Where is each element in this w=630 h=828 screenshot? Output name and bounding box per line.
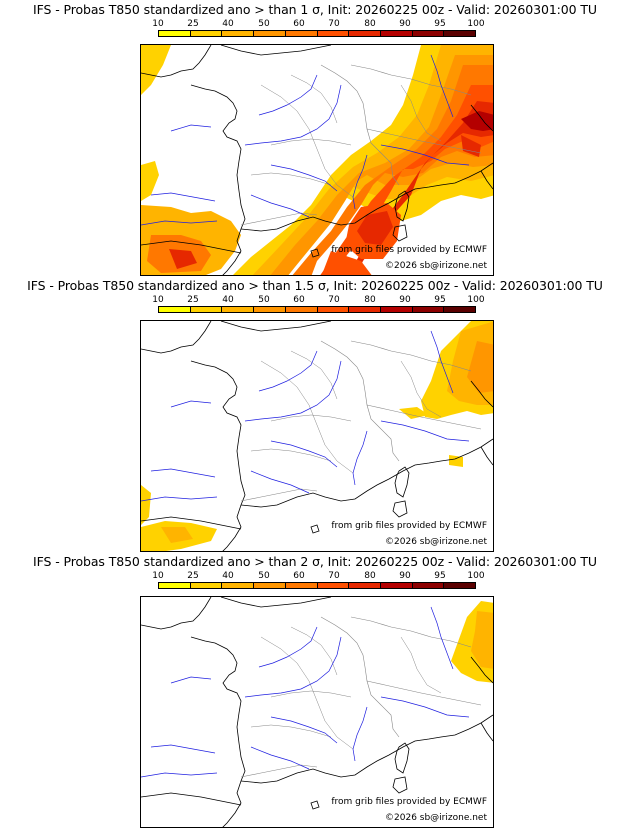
- scale-swatch: [349, 583, 381, 588]
- scale-label: 10: [152, 571, 164, 581]
- scale-label: 95: [434, 19, 446, 29]
- credit-source: from grib files provided by ECMWF: [331, 245, 487, 255]
- scale-label: 50: [258, 19, 270, 29]
- scale-label: 90: [399, 295, 411, 305]
- panel-1-5sigma: IFS - Probas T850 standardized ano > tha…: [0, 276, 630, 552]
- scale-swatch: [444, 31, 476, 36]
- scale-swatch: [444, 583, 476, 588]
- scale-label: 90: [399, 19, 411, 29]
- scale-swatch: [285, 307, 318, 312]
- scale-swatch: [190, 583, 223, 588]
- scale-swatch: [254, 31, 286, 36]
- scale-swatch: [285, 31, 318, 36]
- credit-source: from grib files provided by ECMWF: [331, 521, 487, 531]
- scale-swatch: [317, 31, 350, 36]
- scale-swatch: [190, 31, 223, 36]
- probability-color-scale: 10 25 40 50 60 70 80 90 95 100: [152, 571, 485, 589]
- scale-label: 80: [364, 19, 376, 29]
- scale-swatch: [159, 307, 191, 312]
- scale-label: 25: [187, 19, 199, 29]
- scale-label: 100: [467, 571, 485, 581]
- panel-title: IFS - Probas T850 standardized ano > tha…: [33, 2, 597, 17]
- credit-copyright: ©2026 sb@irizone.net: [385, 537, 487, 547]
- scale-label: 95: [434, 571, 446, 581]
- scale-label: 40: [222, 19, 234, 29]
- scale-swatch: [222, 307, 255, 312]
- scale-label: 10: [152, 295, 164, 305]
- scale-label: 90: [399, 571, 411, 581]
- scale-label: 100: [467, 295, 485, 305]
- scale-swatch: [159, 31, 191, 36]
- scale-label: 25: [187, 571, 199, 581]
- probability-color-scale: 10 25 40 50 60 70 80 90 95 100: [152, 19, 485, 37]
- scale-label: 100: [467, 19, 485, 29]
- scale-swatch: [412, 31, 445, 36]
- scale-swatch: [254, 307, 286, 312]
- scale-bar: [158, 582, 476, 589]
- scale-swatch: [349, 31, 381, 36]
- probability-map: from grib files provided by ECMWF ©2026 …: [140, 320, 494, 552]
- credit-source: from grib files provided by ECMWF: [331, 797, 487, 807]
- scale-label: 70: [328, 571, 340, 581]
- scale-label: 40: [222, 571, 234, 581]
- panel-2sigma: IFS - Probas T850 standardized ano > tha…: [0, 552, 630, 828]
- scale-swatch: [285, 583, 318, 588]
- probability-map: from grib files provided by ECMWF ©2026 …: [140, 44, 494, 276]
- scale-label: 50: [258, 571, 270, 581]
- scale-swatch: [380, 583, 413, 588]
- scale-swatch: [412, 307, 445, 312]
- scale-bar: [158, 306, 476, 313]
- scale-swatch: [412, 583, 445, 588]
- panel-title: IFS - Probas T850 standardized ano > tha…: [27, 278, 603, 293]
- scale-label: 10: [152, 19, 164, 29]
- probability-map: from grib files provided by ECMWF ©2026 …: [140, 596, 494, 828]
- scale-bar: [158, 30, 476, 37]
- scale-swatch: [222, 31, 255, 36]
- scale-swatch: [317, 307, 350, 312]
- scale-label: 95: [434, 295, 446, 305]
- scale-swatch: [444, 307, 476, 312]
- scale-label: 50: [258, 295, 270, 305]
- scale-swatch: [190, 307, 223, 312]
- scale-swatch: [349, 307, 381, 312]
- scale-swatch: [380, 307, 413, 312]
- scale-label: 70: [328, 19, 340, 29]
- scale-label: 80: [364, 571, 376, 581]
- scale-swatch: [317, 583, 350, 588]
- scale-swatch: [380, 31, 413, 36]
- scale-swatch: [254, 583, 286, 588]
- probability-color-scale: 10 25 40 50 60 70 80 90 95 100: [152, 295, 485, 313]
- scale-label: 60: [293, 571, 305, 581]
- scale-swatch: [222, 583, 255, 588]
- credit-copyright: ©2026 sb@irizone.net: [385, 813, 487, 823]
- scale-label: 60: [293, 295, 305, 305]
- panel-1sigma: IFS - Probas T850 standardized ano > tha…: [0, 0, 630, 276]
- scale-label: 25: [187, 295, 199, 305]
- credit-copyright: ©2026 sb@irizone.net: [385, 261, 487, 271]
- scale-label: 40: [222, 295, 234, 305]
- scale-label: 80: [364, 295, 376, 305]
- scale-swatch: [159, 583, 191, 588]
- scale-label: 60: [293, 19, 305, 29]
- panel-title: IFS - Probas T850 standardized ano > tha…: [33, 554, 597, 569]
- scale-label: 70: [328, 295, 340, 305]
